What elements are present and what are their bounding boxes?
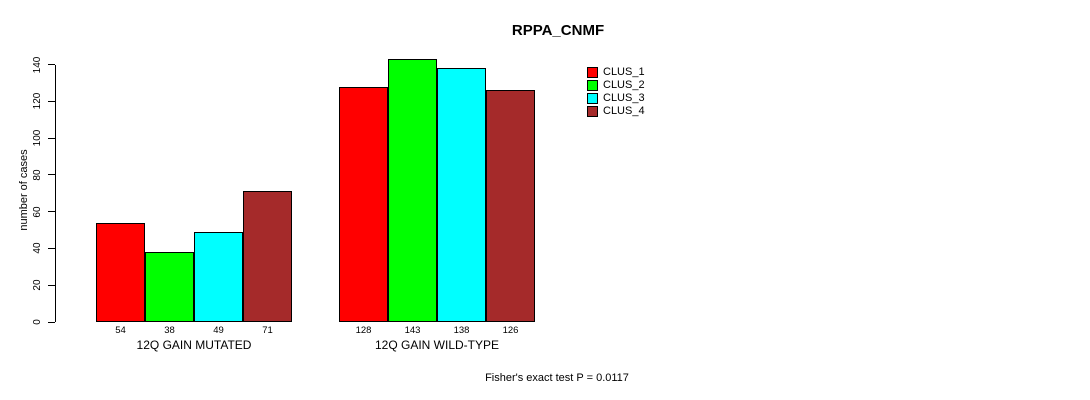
bar-clus_1-group1: [96, 222, 145, 322]
legend-swatch-clus_4: [587, 106, 598, 117]
y-axis-tick-label: 60: [32, 206, 43, 218]
bar-clus_4-group1: [243, 191, 292, 322]
y-axis-tick: [48, 64, 55, 66]
bar-value-label: 143: [404, 325, 421, 336]
y-axis-tick: [48, 284, 55, 286]
bar-clus_2-group1: [145, 252, 194, 322]
legend-swatch-clus_1: [587, 67, 598, 78]
y-axis-tick: [48, 211, 55, 213]
y-axis-tick-label: 80: [32, 169, 43, 181]
y-axis-tick-label: 20: [32, 279, 43, 291]
legend-swatch-clus_2: [587, 80, 598, 91]
y-axis-label: number of cases: [18, 149, 30, 231]
y-axis-tick-label: 120: [32, 93, 43, 110]
bar-value-label: 49: [213, 325, 224, 336]
y-axis-tick: [48, 247, 55, 249]
y-axis-tick-label: 140: [32, 56, 43, 73]
legend-swatch-clus_3: [587, 93, 598, 104]
bar-value-label: 38: [164, 325, 175, 336]
group-label-1: 12Q GAIN MUTATED: [136, 338, 252, 352]
bar-value-label: 128: [355, 325, 372, 336]
y-axis-tick: [48, 100, 55, 102]
y-axis-tick-label: 40: [32, 242, 43, 255]
bar-value-label: 54: [115, 325, 126, 336]
y-axis-line: [55, 65, 56, 322]
bar-value-label: 138: [453, 325, 470, 336]
y-axis-tick-label: 0: [32, 319, 43, 325]
bar-clus_4-group2: [486, 90, 535, 322]
bar-clus_2-group2: [388, 59, 437, 322]
chart-title: RPPA_CNMF: [511, 22, 605, 39]
bar-value-label: 126: [502, 325, 519, 336]
group-label-2: 12Q GAIN WILD-TYPE: [374, 338, 500, 352]
legend-label: CLUS_4: [603, 105, 645, 117]
y-axis-tick: [48, 137, 55, 139]
bar-clus_3-group1: [194, 231, 243, 322]
legend-label: CLUS_1: [603, 66, 645, 78]
y-axis-tick: [48, 321, 55, 323]
legend-label: CLUS_3: [603, 92, 645, 104]
fisher-test-annotation: Fisher's exact test P = 0.0117: [485, 372, 629, 384]
bar-clus_1-group2: [339, 86, 388, 322]
y-axis-tick: [48, 174, 55, 176]
bar-clus_3-group2: [437, 68, 486, 322]
legend-label: CLUS_2: [603, 79, 645, 91]
bar-value-label: 71: [262, 325, 273, 336]
y-axis-tick-label: 100: [32, 129, 43, 147]
